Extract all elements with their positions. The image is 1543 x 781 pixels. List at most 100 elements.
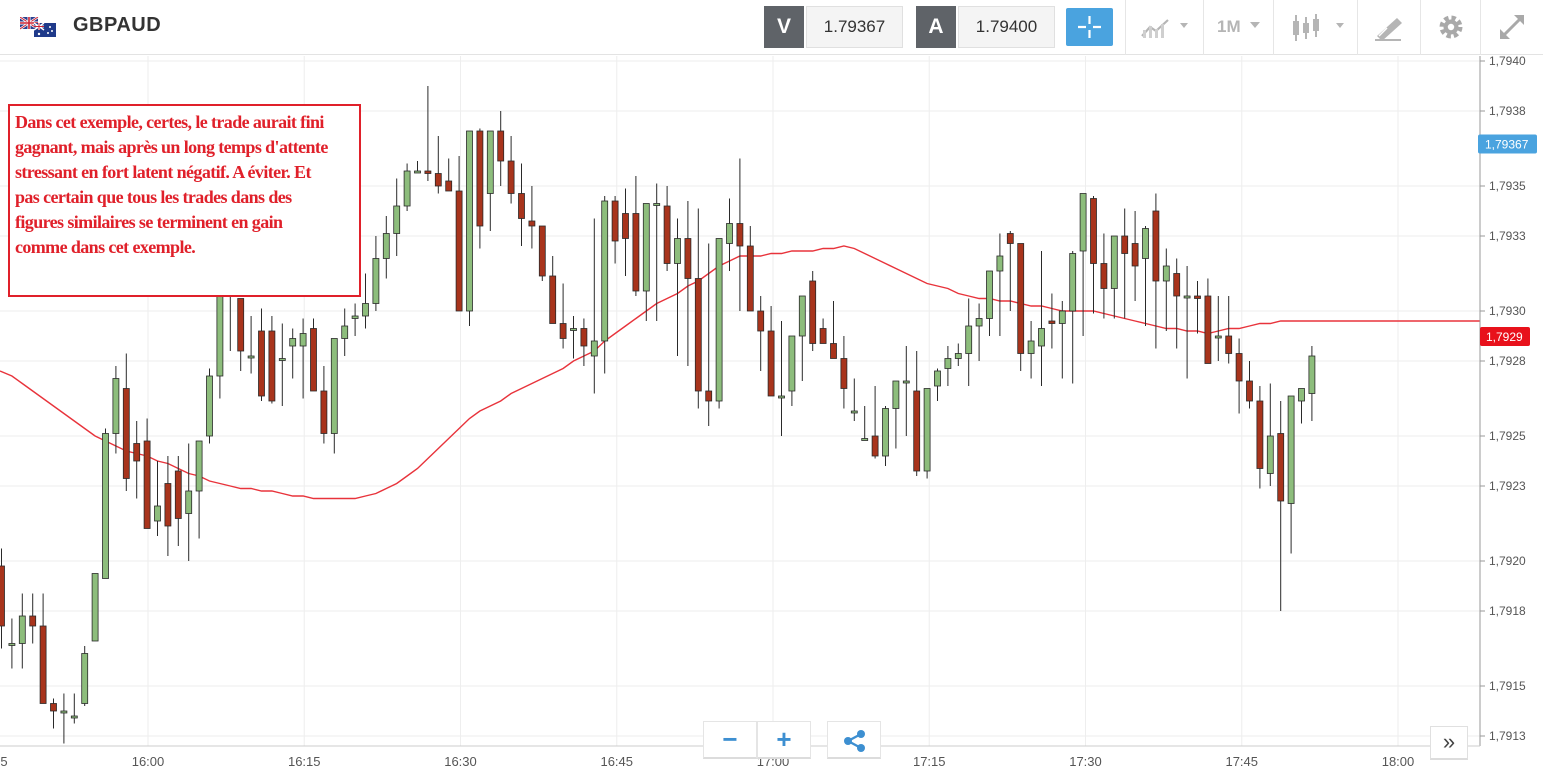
candle[interactable] — [538, 225, 546, 281]
candle[interactable] — [330, 338, 338, 454]
candle[interactable] — [830, 301, 837, 359]
candle[interactable] — [746, 226, 754, 312]
candle[interactable] — [185, 443, 193, 562]
candle[interactable] — [455, 156, 463, 312]
candle[interactable] — [590, 218, 598, 394]
candle[interactable] — [91, 573, 99, 642]
candle[interactable] — [674, 218, 681, 357]
candle[interactable] — [975, 303, 983, 362]
candle[interactable] — [1142, 226, 1149, 326]
candle[interactable] — [1027, 321, 1035, 379]
candle[interactable] — [1308, 346, 1316, 421]
candle[interactable] — [923, 388, 931, 479]
candle[interactable] — [778, 321, 785, 436]
candle[interactable] — [247, 316, 255, 374]
candle[interactable] — [143, 418, 151, 529]
candle[interactable] — [913, 351, 921, 476]
candle[interactable] — [705, 243, 713, 427]
candle[interactable] — [1162, 248, 1170, 332]
candle[interactable] — [393, 178, 401, 257]
candle[interactable] — [788, 335, 796, 406]
fullscreen-button[interactable] — [1480, 0, 1543, 55]
candle[interactable] — [122, 353, 130, 492]
candle[interactable] — [1235, 338, 1243, 414]
candle[interactable] — [684, 201, 692, 366]
candle[interactable] — [154, 461, 161, 536]
candle[interactable] — [445, 158, 453, 192]
candle[interactable] — [133, 421, 141, 499]
candle[interactable] — [70, 693, 78, 724]
candle[interactable] — [299, 318, 307, 399]
zoom-out-button[interactable]: − — [703, 721, 757, 759]
settings-button[interactable] — [1420, 0, 1480, 55]
candle[interactable] — [1048, 293, 1056, 349]
candle[interactable] — [268, 316, 276, 404]
chart-type-button[interactable] — [1125, 0, 1203, 55]
candle[interactable] — [1183, 266, 1191, 379]
candle[interactable] — [570, 316, 577, 359]
candle[interactable] — [164, 456, 172, 556]
crosshair-button[interactable] — [1066, 8, 1113, 46]
candle[interactable] — [1006, 231, 1014, 311]
candle[interactable] — [1017, 243, 1025, 372]
candle[interactable] — [902, 346, 910, 436]
candle[interactable] — [1152, 193, 1160, 349]
candle[interactable] — [1214, 296, 1222, 361]
candle[interactable] — [892, 380, 900, 449]
candle[interactable] — [1256, 386, 1264, 489]
candle[interactable] — [642, 203, 650, 322]
timeframe-button[interactable]: 1M — [1203, 0, 1273, 55]
drawing-tools-button[interactable] — [1357, 0, 1420, 55]
ask-label[interactable]: A — [916, 6, 956, 48]
candle[interactable] — [1058, 301, 1066, 379]
candle[interactable] — [1090, 196, 1097, 314]
candle[interactable] — [341, 308, 349, 357]
candle[interactable] — [1287, 395, 1295, 554]
candle[interactable] — [351, 303, 359, 337]
candle[interactable] — [1069, 251, 1077, 384]
candle[interactable] — [320, 366, 328, 444]
candle[interactable] — [986, 270, 993, 336]
candle[interactable] — [632, 176, 640, 296]
candle[interactable] — [736, 158, 744, 312]
candle[interactable] — [819, 318, 827, 344]
candle[interactable] — [1246, 361, 1253, 409]
candle[interactable] — [653, 183, 661, 322]
scroll-to-latest-button[interactable]: » — [1430, 726, 1468, 760]
candle[interactable] — [1079, 193, 1087, 337]
candle[interactable] — [528, 186, 536, 249]
candle[interactable] — [954, 343, 962, 367]
candle[interactable] — [497, 111, 505, 186]
candle[interactable] — [39, 593, 47, 704]
candle[interactable] — [996, 233, 1004, 337]
candle[interactable] — [1121, 208, 1129, 319]
candle[interactable] — [850, 378, 858, 422]
candle[interactable] — [1038, 251, 1045, 386]
candle[interactable] — [1131, 211, 1139, 301]
candle[interactable] — [382, 216, 390, 279]
candle[interactable] — [1277, 401, 1285, 611]
candlestick-chart[interactable]: 1,7940 1,7938 1,7935 1,7933 1,7930 1,7928 1,79… — [0, 56, 1543, 781]
candle[interactable] — [278, 323, 286, 407]
candle[interactable] — [403, 163, 411, 212]
candle[interactable] — [486, 130, 494, 231]
candle[interactable] — [50, 698, 57, 729]
candle[interactable] — [622, 188, 629, 277]
candle[interactable] — [1298, 388, 1305, 424]
candle[interactable] — [965, 298, 973, 387]
candle[interactable] — [8, 618, 16, 669]
candle[interactable] — [289, 328, 297, 379]
candle[interactable] — [81, 646, 89, 706]
candle[interactable] — [434, 136, 442, 194]
candle[interactable] — [362, 273, 369, 329]
candle[interactable] — [871, 386, 879, 459]
candle[interactable] — [1204, 278, 1212, 364]
candle-style-button[interactable] — [1273, 0, 1357, 55]
candle[interactable] — [0, 548, 5, 649]
candle[interactable] — [809, 271, 817, 351]
bid-label[interactable]: V — [764, 6, 804, 48]
instrument-symbol[interactable]: GBPAUD — [73, 14, 162, 36]
candle[interactable] — [861, 406, 869, 441]
candle[interactable] — [882, 406, 889, 466]
candle[interactable] — [518, 163, 525, 247]
